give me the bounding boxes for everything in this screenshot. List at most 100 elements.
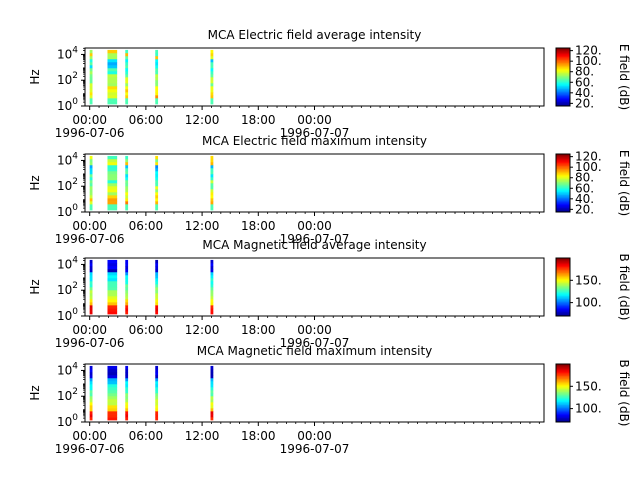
spectrogram-cell — [125, 80, 129, 84]
spectrogram-cell — [107, 405, 118, 409]
y-tick-label: 100 — [57, 307, 78, 323]
spectrogram-cell — [89, 192, 93, 196]
y-tick-label: 104 — [57, 45, 78, 61]
spectrogram-cell — [125, 189, 129, 193]
spectrogram-cell — [210, 167, 214, 172]
x-tick-label: 12:00 — [185, 113, 220, 127]
colorbar-step — [556, 172, 570, 175]
colorbar-step — [556, 169, 570, 172]
spectrogram-cell — [107, 299, 118, 303]
colorbar-step — [556, 301, 570, 304]
colorbar-step — [556, 272, 570, 275]
x-tick-date: 1996-07-07 — [280, 126, 350, 140]
spectrogram-cell — [155, 67, 159, 72]
colorbar-step — [556, 162, 570, 165]
spectrogram-cell — [89, 61, 93, 66]
spectrogram-cell — [125, 411, 129, 415]
colorbar: 100. 150. B field (dB) — [555, 254, 631, 320]
spectrogram-cell — [155, 92, 159, 96]
spectrogram-cell — [125, 77, 129, 81]
spectrogram-cell — [125, 265, 129, 270]
spectrogram-cell — [107, 280, 118, 285]
spectrogram-cell — [210, 393, 214, 397]
spectrogram-cell — [107, 98, 118, 102]
colorbar-step — [556, 304, 570, 307]
colorbar-step — [556, 190, 570, 193]
colorbar-step — [556, 279, 570, 282]
colorbar-step — [556, 390, 570, 392]
panel-title: MCA Electric field maximum intensity — [202, 134, 427, 148]
spectrogram-cell — [210, 368, 214, 373]
spectrogram — [89, 49, 214, 105]
colorbar-step — [556, 388, 570, 391]
colorbar-step — [556, 314, 570, 317]
spectrogram-cell — [107, 386, 118, 391]
spectrogram-cell — [125, 204, 129, 208]
spectrogram-cell — [125, 283, 129, 288]
spectrogram-cell — [89, 77, 93, 81]
spectrogram-cell — [107, 55, 118, 60]
spectrogram-cell — [125, 280, 129, 285]
spectrogram-cell — [210, 164, 214, 169]
spectrogram-cell — [125, 386, 129, 391]
colorbar-step — [556, 281, 570, 284]
spectrogram-cell — [210, 296, 214, 300]
colorbar-step — [556, 68, 570, 71]
x-tick-label: 00:00 — [297, 219, 332, 233]
colorbar-step — [556, 207, 570, 210]
colorbar-step — [556, 203, 570, 206]
colorbar-step — [556, 275, 570, 278]
spectrogram-cell — [155, 183, 159, 187]
spectrogram-cell — [125, 92, 129, 96]
colorbar-step — [556, 63, 570, 66]
spectrogram-cell — [155, 189, 159, 193]
spectrogram-cell — [89, 405, 93, 409]
spectrogram — [89, 259, 214, 315]
colorbar-step — [556, 77, 570, 79]
spectrogram-cell — [155, 414, 159, 418]
spectrogram-cell — [155, 83, 159, 87]
spectrogram-cell — [155, 402, 159, 406]
y-tick-label: 104 — [57, 255, 78, 271]
colorbar-step — [556, 384, 570, 387]
colorbar-step — [556, 411, 570, 414]
spectrogram-cell — [89, 305, 93, 309]
spectrogram-cell — [155, 52, 159, 57]
spectrogram-cell — [210, 77, 214, 81]
spectrogram-cell — [155, 80, 159, 84]
spectrogram-cell — [155, 158, 159, 163]
spectrogram-cell — [125, 167, 129, 172]
colorbar-step — [556, 284, 570, 286]
spectrogram-cell — [125, 308, 129, 312]
spectrogram-cell — [107, 402, 118, 406]
spectrogram-cell — [210, 302, 214, 306]
spectrogram-cell — [89, 259, 93, 264]
panel-title: MCA Magnetic field maximum intensity — [197, 344, 433, 358]
colorbar-step — [556, 100, 570, 103]
colorbar-step — [556, 79, 570, 82]
y-tick-label: 102 — [57, 177, 78, 193]
spectrogram-cell — [89, 189, 93, 193]
spectrogram-cell — [89, 98, 93, 102]
spectrogram-cell — [155, 283, 159, 288]
spectrogram-cell — [210, 265, 214, 270]
colorbar-step — [556, 273, 570, 276]
spectrogram-cell — [125, 396, 129, 400]
colorbar-step — [556, 59, 570, 62]
panel-title: MCA Electric field average intensity — [208, 28, 422, 42]
spectrogram-cell — [210, 287, 214, 291]
spectrogram-cell — [125, 368, 129, 373]
colorbar-step — [556, 201, 570, 204]
axes-frame — [84, 153, 545, 213]
spectrogram-cell — [89, 399, 93, 403]
spectrogram-cell — [89, 89, 93, 93]
colorbar-step — [556, 87, 570, 89]
spectrogram-cell — [210, 183, 214, 187]
spectrogram-cell — [89, 170, 93, 175]
spectrogram-cell — [107, 70, 118, 75]
spectrogram-cell — [125, 89, 129, 93]
colorbar-tick-label: 40. — [575, 192, 594, 206]
spectrogram-cell — [155, 374, 159, 379]
x-tick-label: 00:00 — [72, 429, 107, 443]
spectrogram-cell — [155, 207, 159, 211]
